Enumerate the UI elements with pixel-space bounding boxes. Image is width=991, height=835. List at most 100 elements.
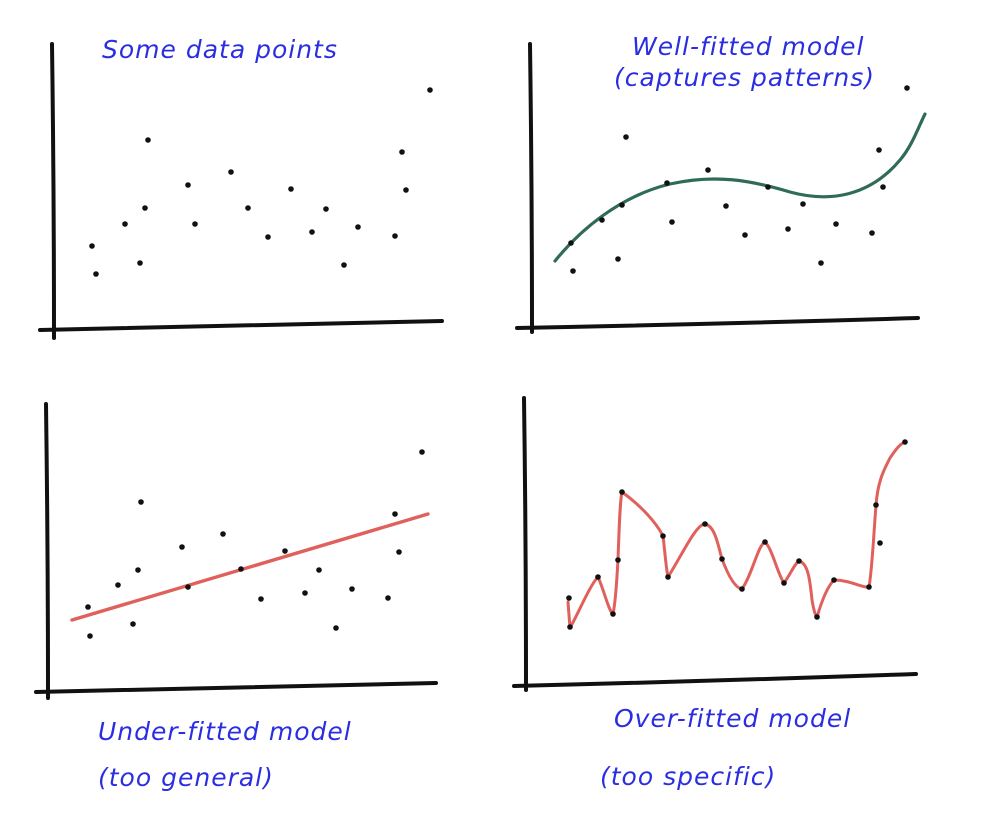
panel-under-fitted: Under-fitted model (too general) <box>34 402 438 792</box>
data-point <box>85 604 91 610</box>
panel-2-x-axis <box>515 316 920 330</box>
data-point <box>138 499 144 505</box>
data-point <box>238 566 244 572</box>
data-point <box>765 184 771 190</box>
data-point <box>705 167 711 173</box>
panel-over-fitted: Over-fitted model (too specific) <box>512 396 918 791</box>
data-point <box>282 548 288 554</box>
panel-4-y-axis <box>522 396 528 692</box>
data-point <box>333 625 339 631</box>
data-point <box>619 202 625 208</box>
data-point <box>185 182 191 188</box>
panel-4-title: Over-fitted model <box>614 704 851 733</box>
panel-4-x-axis <box>512 672 918 688</box>
data-point <box>880 184 886 190</box>
data-point <box>220 531 226 537</box>
panel-2-subtitle: (captures patterns) <box>614 63 875 92</box>
data-point <box>785 226 791 232</box>
data-point <box>869 230 875 236</box>
data-point <box>403 187 409 193</box>
panel-2-y-axis <box>528 42 534 334</box>
data-point <box>623 134 629 140</box>
data-point <box>796 558 802 564</box>
data-point <box>302 590 308 596</box>
well-fitted-curve <box>553 112 927 263</box>
data-point <box>89 243 95 249</box>
data-point <box>309 229 315 235</box>
data-point <box>615 557 621 563</box>
data-point <box>831 577 837 583</box>
data-point <box>341 262 347 268</box>
data-point <box>660 533 666 539</box>
data-point <box>739 586 745 592</box>
panel-3-points <box>85 449 425 639</box>
panel-1-y-axis <box>50 42 56 340</box>
data-point <box>258 596 264 602</box>
panel-3-title: Under-fitted model <box>98 717 352 746</box>
data-point <box>814 614 820 620</box>
data-point <box>115 582 121 588</box>
over-fitted-curve <box>566 440 907 630</box>
data-point <box>615 256 621 262</box>
data-point <box>818 260 824 266</box>
data-point <box>610 611 616 617</box>
data-point <box>192 221 198 227</box>
data-point <box>93 271 99 277</box>
data-point <box>723 203 729 209</box>
data-point <box>568 240 574 246</box>
data-point <box>664 180 670 186</box>
data-point <box>866 584 872 590</box>
data-point <box>619 489 625 495</box>
data-point <box>665 574 671 580</box>
data-point <box>392 511 398 517</box>
data-point <box>570 268 576 274</box>
data-point <box>245 205 251 211</box>
data-point <box>323 206 329 212</box>
data-point <box>185 584 191 590</box>
data-point <box>702 521 708 527</box>
data-point <box>902 439 908 445</box>
panel-2-points <box>568 85 910 274</box>
panel-1-points <box>89 87 433 277</box>
data-point <box>595 574 601 580</box>
under-fitted-line <box>70 512 430 622</box>
data-point <box>669 219 675 225</box>
panel-data-points: Some data points <box>38 35 444 340</box>
data-point <box>349 586 355 592</box>
data-point <box>904 85 910 91</box>
data-point <box>567 624 573 630</box>
data-point <box>427 87 433 93</box>
panel-4-subtitle: (too specific) <box>600 762 776 791</box>
panel-1-title: Some data points <box>102 35 338 64</box>
data-point <box>833 221 839 227</box>
data-point <box>179 544 185 550</box>
data-point <box>419 449 425 455</box>
data-point <box>385 595 391 601</box>
data-point <box>316 567 322 573</box>
data-point <box>265 234 271 240</box>
data-point <box>355 224 361 230</box>
data-point <box>145 137 151 143</box>
data-point <box>228 169 234 175</box>
data-point <box>566 595 572 601</box>
data-point <box>135 567 141 573</box>
data-point <box>873 502 879 508</box>
data-point <box>142 205 148 211</box>
panel-1-x-axis <box>38 319 444 332</box>
data-point <box>396 549 402 555</box>
data-point <box>288 186 294 192</box>
panel-4-points <box>566 439 908 630</box>
data-point <box>876 147 882 153</box>
data-point <box>130 621 136 627</box>
panel-3-subtitle: (too general) <box>98 763 274 792</box>
panel-2-title: Well-fitted model <box>632 32 864 61</box>
data-point <box>137 260 143 266</box>
panel-3-y-axis <box>44 402 50 700</box>
data-point <box>599 217 605 223</box>
data-point <box>399 149 405 155</box>
data-point <box>719 556 725 562</box>
data-point <box>742 232 748 238</box>
data-point <box>800 201 806 207</box>
data-point <box>762 539 768 545</box>
